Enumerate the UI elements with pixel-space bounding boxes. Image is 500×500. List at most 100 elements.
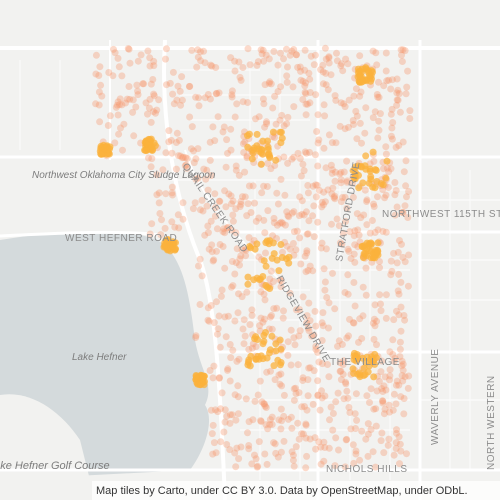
point [97, 150, 105, 158]
point [155, 96, 163, 104]
point [171, 245, 179, 253]
point [313, 181, 321, 189]
point [295, 212, 303, 220]
point [260, 182, 268, 190]
point [379, 227, 387, 235]
point [244, 429, 251, 437]
point [353, 112, 361, 120]
point [345, 123, 352, 131]
point [221, 187, 229, 195]
point [309, 212, 317, 220]
point [328, 190, 336, 198]
point [92, 70, 100, 78]
point [192, 332, 200, 340]
point [302, 149, 310, 157]
point [387, 110, 395, 118]
point [363, 76, 370, 84]
point [377, 437, 385, 445]
point [260, 331, 268, 339]
point [320, 457, 328, 465]
point [163, 237, 171, 245]
point [277, 241, 285, 248]
point [126, 95, 134, 103]
point [186, 82, 194, 90]
point [380, 382, 388, 390]
point [257, 314, 265, 322]
point [340, 357, 348, 365]
point [369, 114, 377, 122]
point [111, 49, 119, 57]
point [122, 99, 129, 107]
point [263, 460, 271, 468]
point [302, 208, 310, 216]
point [331, 92, 339, 100]
point [372, 422, 380, 430]
point [336, 359, 344, 367]
point [383, 164, 391, 172]
point [356, 456, 364, 464]
point [229, 211, 237, 219]
point [355, 338, 362, 346]
point [197, 57, 205, 65]
point [299, 293, 307, 301]
point [229, 346, 237, 354]
point [266, 285, 274, 292]
point [296, 63, 304, 71]
point [207, 406, 215, 414]
point [341, 463, 349, 471]
attribution[interactable]: Map tiles by Carto, under CC BY 3.0. Dat… [96, 485, 468, 497]
point [214, 113, 222, 121]
point [310, 202, 318, 210]
point [195, 94, 203, 102]
point [252, 115, 259, 123]
point [338, 194, 346, 201]
point [158, 216, 165, 224]
point [301, 252, 309, 260]
point [296, 327, 304, 335]
point [337, 179, 345, 187]
point [320, 101, 328, 109]
point [296, 306, 303, 313]
point [332, 168, 339, 176]
point [294, 63, 302, 71]
point [380, 449, 388, 457]
point [198, 196, 206, 204]
point [260, 337, 268, 345]
point [259, 318, 267, 326]
point [295, 332, 303, 340]
point [328, 166, 336, 174]
point [372, 463, 379, 471]
point [364, 368, 372, 376]
point [112, 103, 120, 111]
point [257, 352, 265, 360]
point [350, 279, 358, 286]
point [329, 426, 337, 434]
point [192, 93, 200, 101]
point [319, 68, 327, 76]
point [229, 217, 237, 225]
point [265, 55, 273, 63]
label-village: THE VILLAGE [330, 357, 400, 368]
point [284, 351, 292, 359]
point [201, 59, 209, 67]
point [297, 76, 305, 84]
point [382, 49, 390, 57]
point [227, 125, 235, 133]
point [277, 345, 285, 353]
point [306, 435, 314, 443]
point [212, 90, 220, 98]
point [234, 309, 242, 317]
point [366, 399, 373, 406]
point [379, 397, 387, 405]
point [145, 154, 152, 162]
point [177, 152, 184, 160]
point [252, 355, 260, 363]
point [379, 388, 387, 395]
point [270, 278, 277, 285]
point [374, 239, 382, 247]
point [328, 220, 335, 228]
point [207, 61, 215, 69]
point [277, 49, 284, 57]
point [292, 306, 300, 314]
point [253, 130, 261, 138]
